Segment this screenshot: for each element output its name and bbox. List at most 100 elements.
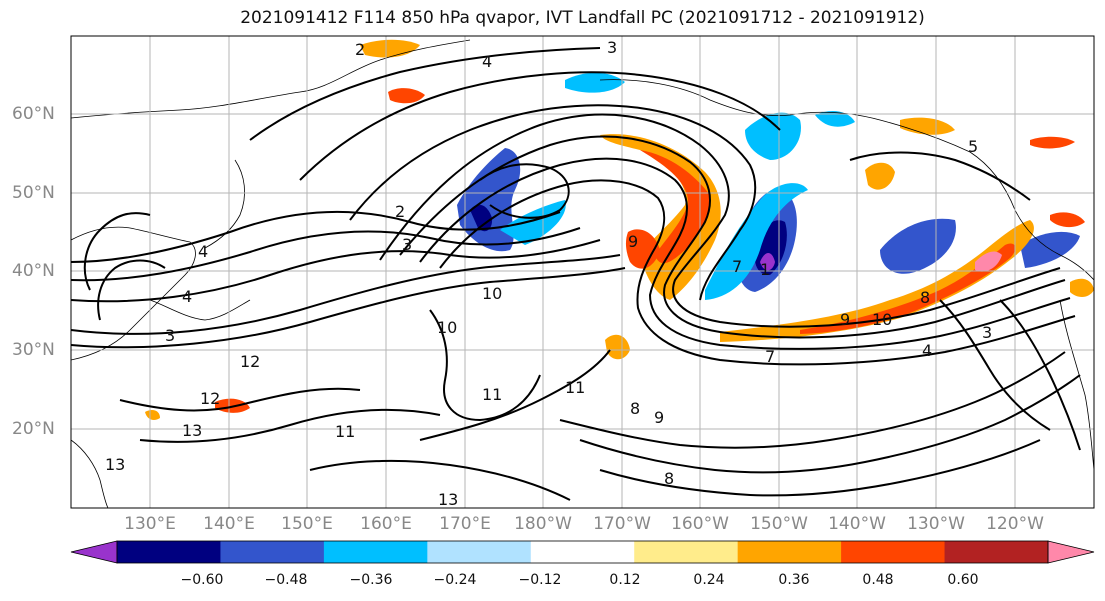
lon-label: 160°E <box>360 514 412 534</box>
colorbar-frame <box>116 540 1049 564</box>
lon-label: 150°W <box>750 514 808 534</box>
lat-label: 30°N <box>12 340 55 360</box>
lon-label: 140°W <box>828 514 886 534</box>
contour-label: 7 <box>732 257 742 276</box>
colorbar-tick-label: 0.12 <box>609 572 641 588</box>
colorbar-extend-high <box>1047 540 1095 564</box>
contour-line <box>349 104 757 301</box>
lat-label: 60°N <box>12 104 55 124</box>
negative-anomaly-region <box>745 112 801 160</box>
contour-label: 1 <box>760 260 770 279</box>
contour-label: 4 <box>922 341 932 360</box>
positive-anomaly-region <box>145 410 160 420</box>
anomaly-fill-layer <box>145 39 1094 420</box>
contour-label: 3 <box>607 38 617 57</box>
positive-anomaly-region <box>605 334 630 360</box>
lat-gridlines <box>71 113 1094 430</box>
contour-line <box>71 254 621 335</box>
contour-label-layer: 2 3 4 4 3 2 4 3 9 10 10 11 12 12 13 11 1… <box>105 38 992 509</box>
contour-label: 9 <box>654 408 664 427</box>
colorbar-segment <box>117 541 221 563</box>
positive-anomaly-region <box>360 39 420 58</box>
contour-line <box>299 71 781 181</box>
colorbar-tick-label: −0.12 <box>518 572 562 588</box>
lon-gridlines <box>149 36 1016 508</box>
contour-line <box>479 163 570 219</box>
contour-line <box>849 151 1031 201</box>
contour-label: 9 <box>628 232 638 251</box>
contour-line <box>71 227 581 282</box>
contour-line <box>71 239 601 303</box>
contour-label: 4 <box>198 242 208 261</box>
coastline <box>71 39 471 119</box>
lon-label: 130°W <box>907 514 965 534</box>
contour-line <box>97 259 166 321</box>
contour-line <box>71 210 561 263</box>
colorbar-segment <box>841 541 946 563</box>
lon-label: 130°E <box>124 514 176 534</box>
positive-anomaly-region <box>640 150 711 264</box>
contour-label: 10 <box>437 318 457 337</box>
positive-anomaly-region <box>1070 278 1094 297</box>
contour-line <box>399 135 1066 339</box>
contour-line <box>83 212 151 291</box>
lat-label: 20°N <box>12 419 55 439</box>
contour-line <box>71 267 626 349</box>
lon-label: 150°E <box>281 514 333 534</box>
contour-label: 13 <box>182 421 202 440</box>
colorbar-segment <box>323 541 428 563</box>
contour-label: 8 <box>664 469 674 488</box>
contour-label: 13 <box>105 455 125 474</box>
colorbar-segment <box>634 541 739 563</box>
colorbar-segment <box>220 541 325 563</box>
contour-label: 12 <box>240 352 260 371</box>
contour-label: 5 <box>968 137 978 156</box>
lon-label: 180°W <box>514 514 572 534</box>
contour-line <box>559 351 1066 449</box>
contour-label: 13 <box>438 490 458 509</box>
positive-anomaly-region <box>865 162 895 190</box>
contour-line <box>579 374 1081 474</box>
contour-line <box>429 309 541 422</box>
negative-anomaly-region <box>815 110 855 127</box>
contour-line <box>999 299 1081 451</box>
negative-anomaly-region <box>880 218 956 274</box>
positive-anomaly-region <box>1050 212 1085 228</box>
coastline <box>599 79 1094 281</box>
lon-label: 140°E <box>203 514 255 534</box>
positive-anomaly-region <box>975 251 1002 272</box>
contour-label: 4 <box>482 52 492 71</box>
contour-label: 4 <box>182 287 192 306</box>
contour-label: 3 <box>402 235 412 254</box>
colorbar-segment <box>427 541 532 563</box>
contour-line <box>139 408 441 443</box>
positive-anomaly-region <box>625 229 660 269</box>
contour-label: 3 <box>982 323 992 342</box>
negative-anomaly-region <box>565 72 625 93</box>
positive-anomaly-region <box>1030 136 1075 149</box>
lon-label: 170°W <box>593 514 651 534</box>
contour-label: 11 <box>482 385 502 404</box>
contour-label: 11 <box>335 422 355 441</box>
contour-line <box>379 113 1061 328</box>
lat-label: 50°N <box>12 183 55 203</box>
colorbar-tick-label: −0.36 <box>349 572 393 588</box>
colorbar-segment <box>737 541 842 563</box>
colorbar-tick-label: 0.48 <box>862 572 894 588</box>
lon-label: 120°W <box>986 514 1044 534</box>
contour-label: 10 <box>482 284 502 303</box>
colorbar-tick-label: −0.60 <box>180 572 224 588</box>
lon-label: 170°E <box>439 514 491 534</box>
negative-anomaly-region <box>457 148 521 252</box>
colorbar-tick-label: 0.24 <box>693 572 725 588</box>
negative-anomaly-region <box>470 204 493 232</box>
contour-label: 11 <box>565 378 585 397</box>
contour-label: 3 <box>165 326 175 345</box>
contour-label: 12 <box>200 389 220 408</box>
contour-label: 8 <box>630 399 640 418</box>
map-title: 2021091412 F114 850 hPa qvapor, IVT Land… <box>240 8 925 28</box>
contour-label: 2 <box>395 202 405 221</box>
coastline-layer <box>71 39 1094 508</box>
coastline <box>71 226 196 361</box>
contour-line <box>249 47 601 141</box>
